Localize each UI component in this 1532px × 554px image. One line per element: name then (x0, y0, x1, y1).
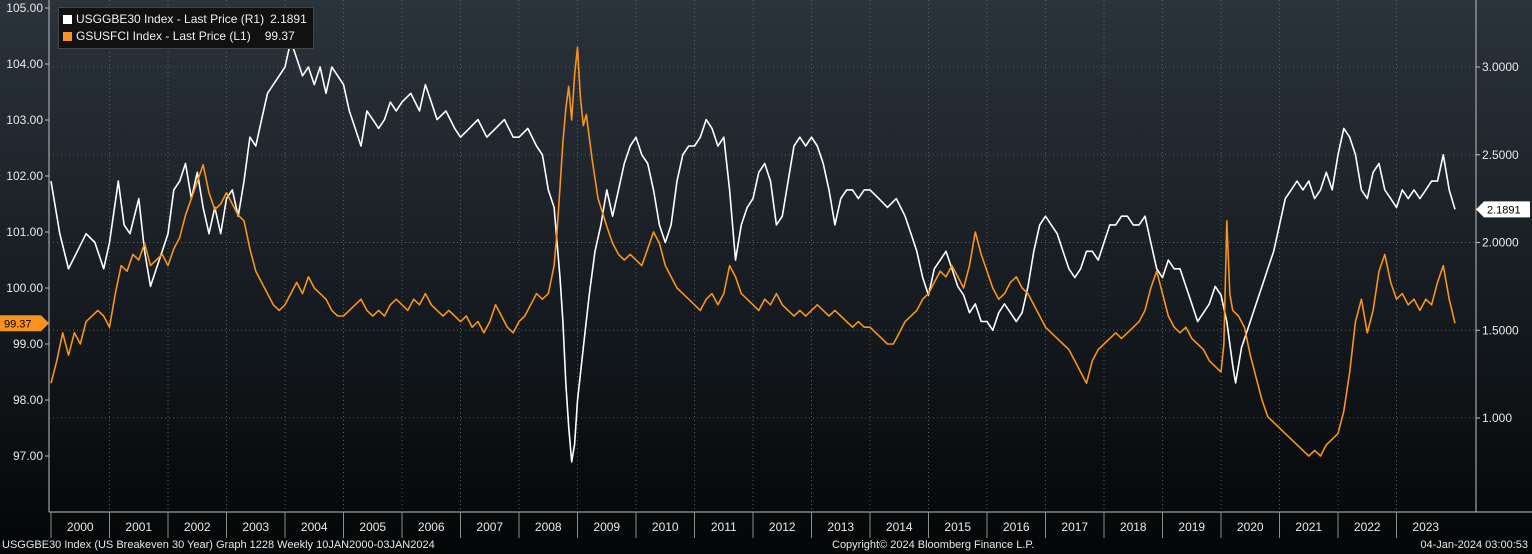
x-tick-label: 2005 (359, 520, 386, 534)
footer-bar: USGGBE30 Index (US Breakeven 30 Year) Gr… (0, 538, 1532, 554)
x-tick-label: 2011 (711, 520, 737, 534)
left-tick-label: 97.00 (13, 449, 43, 463)
series-line-fci (50, 46, 1456, 457)
x-tick-label: 2001 (125, 520, 152, 534)
left-tick-label: 103.00 (6, 113, 43, 127)
x-tick-label: 2012 (769, 520, 796, 534)
legend-item-breakeven: USGGBE30 Index - Last Price (R1) 2.1891 (63, 11, 307, 28)
x-tick-label: 2023 (1412, 520, 1439, 534)
right-tick-label: 1.000 (1482, 411, 1512, 425)
legend-label: GSUSFCI Index - Last Price (L1) (76, 29, 251, 43)
footer-timestamp: 04-Jan-2024 03:00:53 (1420, 539, 1528, 551)
right-value-tag-bg (1476, 201, 1530, 218)
legend-swatch-white (63, 15, 72, 24)
right-tick-label: 1.5000 (1482, 323, 1519, 337)
x-tick-label: 2009 (593, 520, 620, 534)
x-tick-label: 2010 (652, 520, 679, 534)
left-value-tag-text: 99.37 (4, 318, 32, 330)
left-tick-label: 105.00 (6, 1, 43, 15)
legend-item-fci: GSUSFCI Index - Last Price (L1) 99.37 (63, 28, 307, 45)
last-value-tags: 99.37 2.1891 (0, 201, 1530, 332)
x-tick-label: 2004 (301, 520, 328, 534)
x-tick-label: 2018 (1120, 520, 1147, 534)
x-tick-label: 2000 (67, 520, 94, 534)
legend-swatch-orange (63, 32, 72, 41)
left-tick-label: 100.00 (6, 281, 43, 295)
left-tick-label: 99.00 (13, 337, 43, 351)
x-tick-label: 2017 (1061, 520, 1088, 534)
legend-value: 99.37 (264, 29, 295, 43)
right-tick-label: 2.0000 (1482, 236, 1519, 250)
left-tick-label: 101.00 (6, 225, 43, 239)
series-layer (50, 39, 1456, 463)
right-value-tag-text: 2.1891 (1487, 204, 1521, 216)
x-tick-label: 2013 (827, 520, 854, 534)
left-tick-label: 104.00 (6, 57, 43, 71)
x-tick-label: 2014 (886, 520, 913, 534)
left-value-tag-bg (0, 315, 49, 332)
x-tick-label: 2006 (418, 520, 445, 534)
chart-legend: USGGBE30 Index - Last Price (R1) 2.1891 … (58, 7, 314, 49)
x-tick-label: 2003 (242, 520, 269, 534)
left-tick-label: 98.00 (13, 393, 43, 407)
footer-copyright: Copyright© 2024 Bloomberg Finance L.P. (832, 539, 1035, 551)
series-line-breakeven (50, 39, 1456, 463)
x-tick-label: 2019 (1178, 520, 1205, 534)
grid-layer (49, 0, 1476, 512)
left-tick-label: 102.00 (6, 169, 43, 183)
x-tick-label: 2002 (184, 520, 211, 534)
x-tick-label: 2008 (535, 520, 562, 534)
x-tick-label: 2021 (1295, 520, 1322, 534)
x-tick-label: 2022 (1354, 520, 1381, 534)
x-tick-label: 2016 (1003, 520, 1030, 534)
x-tick-label: 2020 (1237, 520, 1264, 534)
right-tick-label: 2.5000 (1482, 148, 1519, 162)
right-tick-label: 3.0000 (1482, 60, 1519, 74)
x-tick-label: 2015 (944, 520, 971, 534)
footer-description: USGGBE30 Index (US Breakeven 30 Year) Gr… (2, 539, 435, 551)
legend-label: USGGBE30 Index - Last Price (R1) (76, 12, 265, 26)
legend-value: 2.1891 (270, 12, 307, 26)
axis-layer: 97.00 98.00 99.00 100.00 101.00 102.00 103.00 1… (6, 0, 1532, 538)
x-tick-label: 2007 (476, 520, 503, 534)
